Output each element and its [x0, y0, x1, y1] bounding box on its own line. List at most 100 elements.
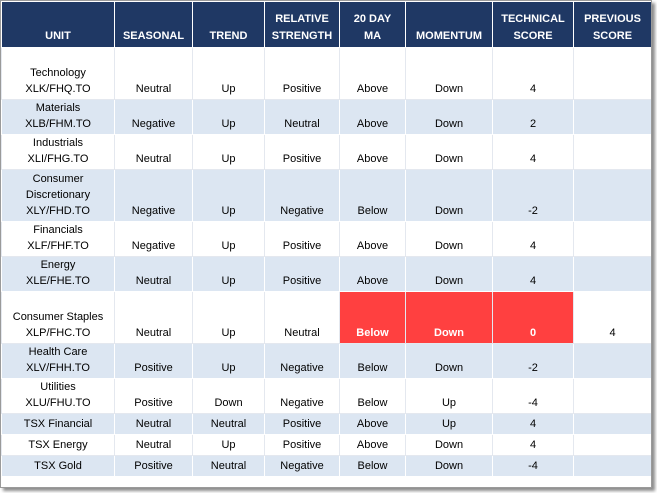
trend-cell: Up [192, 256, 265, 292]
ma-cell: Below [339, 291, 406, 344]
table-row: Industrials XLI/FHG.TO Neutral Up Positive Ab… [1, 134, 651, 170]
unit-label: Energy [40, 259, 76, 271]
unit-label: Technology [30, 67, 86, 79]
technical-score-cell: -4 [492, 378, 574, 414]
relative-strength-cell: Positive [264, 47, 340, 100]
technical-score-cell: 0 [492, 291, 574, 344]
relative-strength-cell: Positive [264, 134, 340, 170]
previous-score-cell [573, 378, 651, 414]
trend-cell: Down [192, 378, 265, 414]
momentum-cell: Down [405, 291, 493, 344]
momentum-cell: Down [405, 47, 493, 100]
technical-score-cell: -4 [492, 455, 574, 477]
ma-cell: Above [339, 434, 406, 456]
unit-cell: Consumer Discretionary XLY/FHD.TO [1, 169, 115, 222]
unit-label: TSX Energy [28, 439, 88, 451]
seasonal-cell: Neutral [114, 256, 193, 292]
unit-cell: Consumer Staples XLP/FHC.TO [1, 291, 115, 344]
header-previous-score: PREVIOUS SCORE [573, 1, 651, 48]
momentum-cell: Down [405, 256, 493, 292]
seasonal-cell: Negative [114, 221, 193, 257]
technical-score-cell: 4 [492, 47, 574, 100]
previous-score-cell [573, 47, 651, 100]
ma-cell: Above [339, 47, 406, 100]
previous-score-cell [573, 256, 651, 292]
technical-score-cell: 2 [492, 99, 574, 135]
unit-label: TSX Gold [34, 460, 82, 472]
technical-score-cell: 4 [492, 221, 574, 257]
seasonal-cell: Negative [114, 169, 193, 222]
ma-cell: Below [339, 378, 406, 414]
previous-score-cell [573, 434, 651, 456]
table-row: Utilities XLU/FHU.TO Positive Down Negative B… [1, 378, 651, 414]
unit-cell: Technology XLK/FHQ.TO [1, 47, 115, 100]
previous-score-cell [573, 343, 651, 379]
unit-label: Health Care [28, 346, 88, 358]
trend-cell: Up [192, 99, 265, 135]
trend-cell: Neutral [192, 413, 265, 435]
ma-cell: Below [339, 169, 406, 222]
table-row: Financials XLF/FHF.TO Negative Up Positive Ab… [1, 221, 651, 257]
momentum-cell: Down [405, 455, 493, 477]
table-row: Health Care XLV/FHH.TO Positive Up Negative B… [1, 343, 651, 379]
seasonal-cell: Positive [114, 455, 193, 477]
header-trend: TREND [192, 1, 265, 48]
technical-score-cell: 4 [492, 256, 574, 292]
trend-cell: Up [192, 169, 265, 222]
header-20-day-ma: 20 DAY MA [339, 1, 406, 48]
momentum-cell: Up [405, 378, 493, 414]
table-row: Consumer Staples XLP/FHC.TO Neutral Up Neutr… [1, 291, 651, 344]
ma-cell: Above [339, 256, 406, 292]
momentum-cell: Down [405, 99, 493, 135]
seasonal-cell: Positive [114, 343, 193, 379]
trend-cell: Neutral [192, 455, 265, 477]
header-momentum: MOMENTUM [405, 1, 493, 48]
seasonal-cell: Neutral [114, 134, 193, 170]
header-relative-strength: RELATIVE STRENGTH [264, 1, 340, 48]
relative-strength-cell: Neutral [264, 99, 340, 135]
previous-score-cell [573, 413, 651, 435]
unit-label: Industrials [32, 137, 84, 149]
unit-cell: TSX Financial [1, 413, 115, 435]
unit-cell: Health Care XLV/FHH.TO [1, 343, 115, 379]
trend-cell: Up [192, 134, 265, 170]
previous-score-cell [573, 221, 651, 257]
ma-cell: Above [339, 221, 406, 257]
relative-strength-cell: Positive [264, 221, 340, 257]
momentum-cell: Up [405, 413, 493, 435]
relative-strength-cell: Neutral [264, 291, 340, 344]
relative-strength-cell: Negative [264, 378, 340, 414]
unit-cell: Financials XLF/FHF.TO [1, 221, 115, 257]
unit-label: Utilities [40, 381, 76, 393]
unit-label: XLF/FHF.TO [27, 240, 89, 252]
unit-cell: TSX Gold [1, 455, 115, 477]
trend-cell: Up [192, 221, 265, 257]
previous-score-cell [573, 455, 651, 477]
technical-score-cell: 4 [492, 134, 574, 170]
ma-cell: Above [339, 413, 406, 435]
relative-strength-cell: Positive [264, 434, 340, 456]
momentum-cell: Down [405, 221, 493, 257]
ma-cell: Above [339, 134, 406, 170]
technical-score-cell: 4 [492, 434, 574, 456]
momentum-cell: Down [405, 343, 493, 379]
unit-label: XLU/FHU.TO [25, 397, 91, 409]
ma-cell: Below [339, 343, 406, 379]
unit-cell: TSX Energy [1, 434, 115, 456]
relative-strength-cell: Negative [264, 343, 340, 379]
unit-label: XLP/FHC.TO [25, 327, 91, 339]
unit-label: XLB/FHM.TO [25, 118, 91, 130]
unit-label: XLV/FHH.TO [26, 362, 90, 374]
table-row: TSX Financial Neutral Neutral Positive Above… [1, 413, 651, 435]
unit-label: Discretionary [25, 189, 91, 201]
unit-label: Financials [33, 224, 83, 236]
unit-cell: Industrials XLI/FHG.TO [1, 134, 115, 170]
table-row: Energy XLE/FHE.TO Neutral Up Positive Above Do… [1, 256, 651, 292]
previous-score-cell: 4 [573, 291, 651, 344]
unit-label: XLY/FHD.TO [26, 205, 90, 217]
header-row: UNIT SEASONAL TREND RELATIVE STRENGTH 20 … [1, 1, 651, 48]
technical-score-cell: 4 [492, 413, 574, 435]
relative-strength-cell: Positive [264, 413, 340, 435]
table-row: Materials XLB/FHM.TO Negative Up Neutral Abov… [1, 99, 651, 135]
